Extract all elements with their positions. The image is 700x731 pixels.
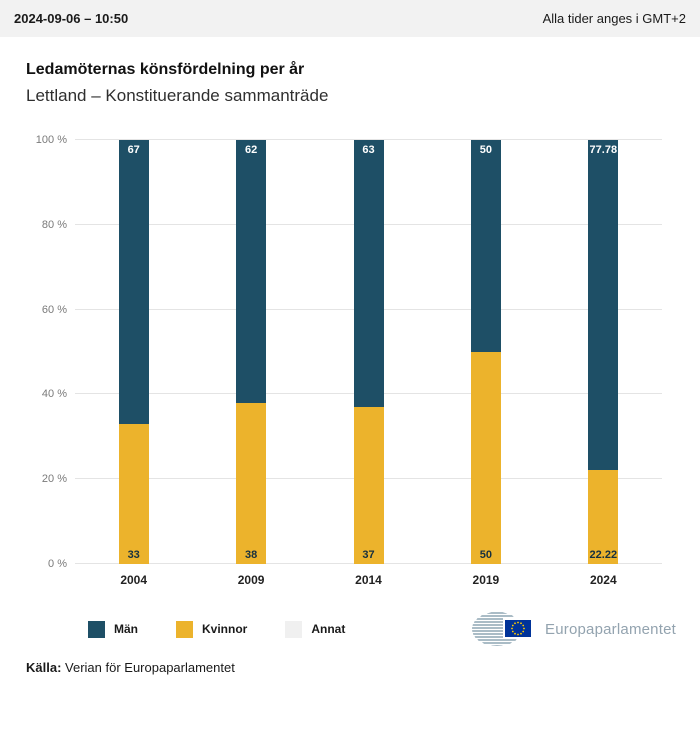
bar-segment-men: 50: [470, 140, 501, 352]
x-axis-category-label: 2024: [589, 573, 617, 587]
legend-label: Kvinnor: [202, 622, 248, 636]
bar-value-label-men: 67: [127, 144, 140, 157]
bar-column-2004: 67 33: [118, 140, 149, 564]
bar-column-2009: 62 38: [236, 140, 267, 564]
bar-column-2019: 50 50: [470, 140, 501, 564]
bar-segment-men: 63: [353, 140, 384, 408]
bar-value-label-men: 50: [479, 144, 493, 156]
bar-value-label-men: 77.78: [589, 144, 618, 157]
legend-swatch: [285, 620, 303, 638]
header-timezone-note: Alla tider anges i GMT+2: [542, 11, 686, 26]
gridline: [75, 139, 662, 140]
y-axis-tick-label: 100 %: [35, 134, 67, 146]
x-axis-category-label: 2019: [472, 573, 500, 587]
bar-column-2024: 77.78 22.22: [588, 140, 619, 564]
x-axis-category-label: 2014: [355, 573, 382, 587]
bar-value-label-women: 37: [362, 549, 375, 561]
x-axis-category-label: 2004: [120, 573, 148, 587]
y-axis-tick-label: 0 %: [48, 558, 67, 570]
header-bar: 2024-09-06 – 10:50 Alla tider anges i GM…: [0, 0, 700, 37]
bar-value-label-women: 22.22: [589, 549, 618, 561]
legend-item-annat: Annat: [285, 620, 346, 638]
y-axis-tick-label: 80 %: [41, 218, 67, 231]
european-parliament-logo-icon: [472, 612, 534, 646]
legend-swatch: [176, 620, 193, 638]
bar-segment-women: 50: [470, 352, 501, 564]
source-label: Källa:: [26, 660, 62, 675]
bar-segment-women: 38: [236, 402, 267, 564]
plot-area: 0 % 20 % 40 % 60 % 80 % 100 % 67 33 2004 62 38 2009…: [36, 134, 662, 587]
legend-label: Män: [114, 622, 138, 636]
bar-value-label-women: 38: [244, 549, 258, 561]
page-subtitle: Lettland – Konstituerande sammanträde: [26, 86, 329, 105]
legend-label: Annat: [311, 622, 346, 636]
bar-value-label-men: 63: [362, 144, 375, 157]
bar-segment-men: 67: [118, 140, 149, 425]
source-line: Källa: Verian för Europaparlamentet: [0, 652, 700, 675]
bar-segment-women: 33: [118, 424, 149, 564]
stacked-bar-chart: 0 % 20 % 40 % 60 % 80 % 100 % 67 33 2004 62 38 2009…: [0, 112, 700, 604]
bar-segment-women: 22.22: [588, 469, 619, 564]
header-datetime: 2024-09-06 – 10:50: [14, 11, 129, 26]
x-axis-category-label: 2009: [237, 573, 265, 587]
source-text: Verian för Europaparlamentet: [61, 660, 235, 675]
bottom-row: Män Kvinnor Annat: [0, 606, 700, 652]
bar-value-label-women: 33: [127, 549, 140, 561]
bar-segment-women: 37: [353, 407, 384, 564]
eu-flag-icon: [503, 618, 534, 639]
bar-segment-men: 77.78: [588, 140, 619, 470]
page-title: Ledamöternas könsfördelning per år: [26, 61, 305, 78]
y-axis-tick-label: 20 %: [41, 473, 67, 486]
bar-column-2014: 63 37: [353, 140, 384, 564]
bar-value-label-men: 62: [244, 144, 258, 157]
legend-item-män: Män: [88, 620, 138, 638]
legend-swatch: [88, 620, 105, 638]
bar-value-label-women: 50: [479, 549, 493, 561]
brand-name: Europaparlamentet: [545, 620, 676, 638]
chart-legend: Män Kvinnor Annat: [88, 620, 346, 638]
bar-segment-men: 62: [236, 140, 267, 403]
title-block: Ledamöternas könsfördelning per år Lettl…: [0, 37, 700, 106]
brand-block: Europaparlamentet: [471, 608, 676, 650]
y-axis-tick-label: 40 %: [41, 388, 67, 401]
y-axis-tick-label: 60 %: [41, 303, 67, 316]
legend-item-kvinnor: Kvinnor: [176, 620, 248, 638]
